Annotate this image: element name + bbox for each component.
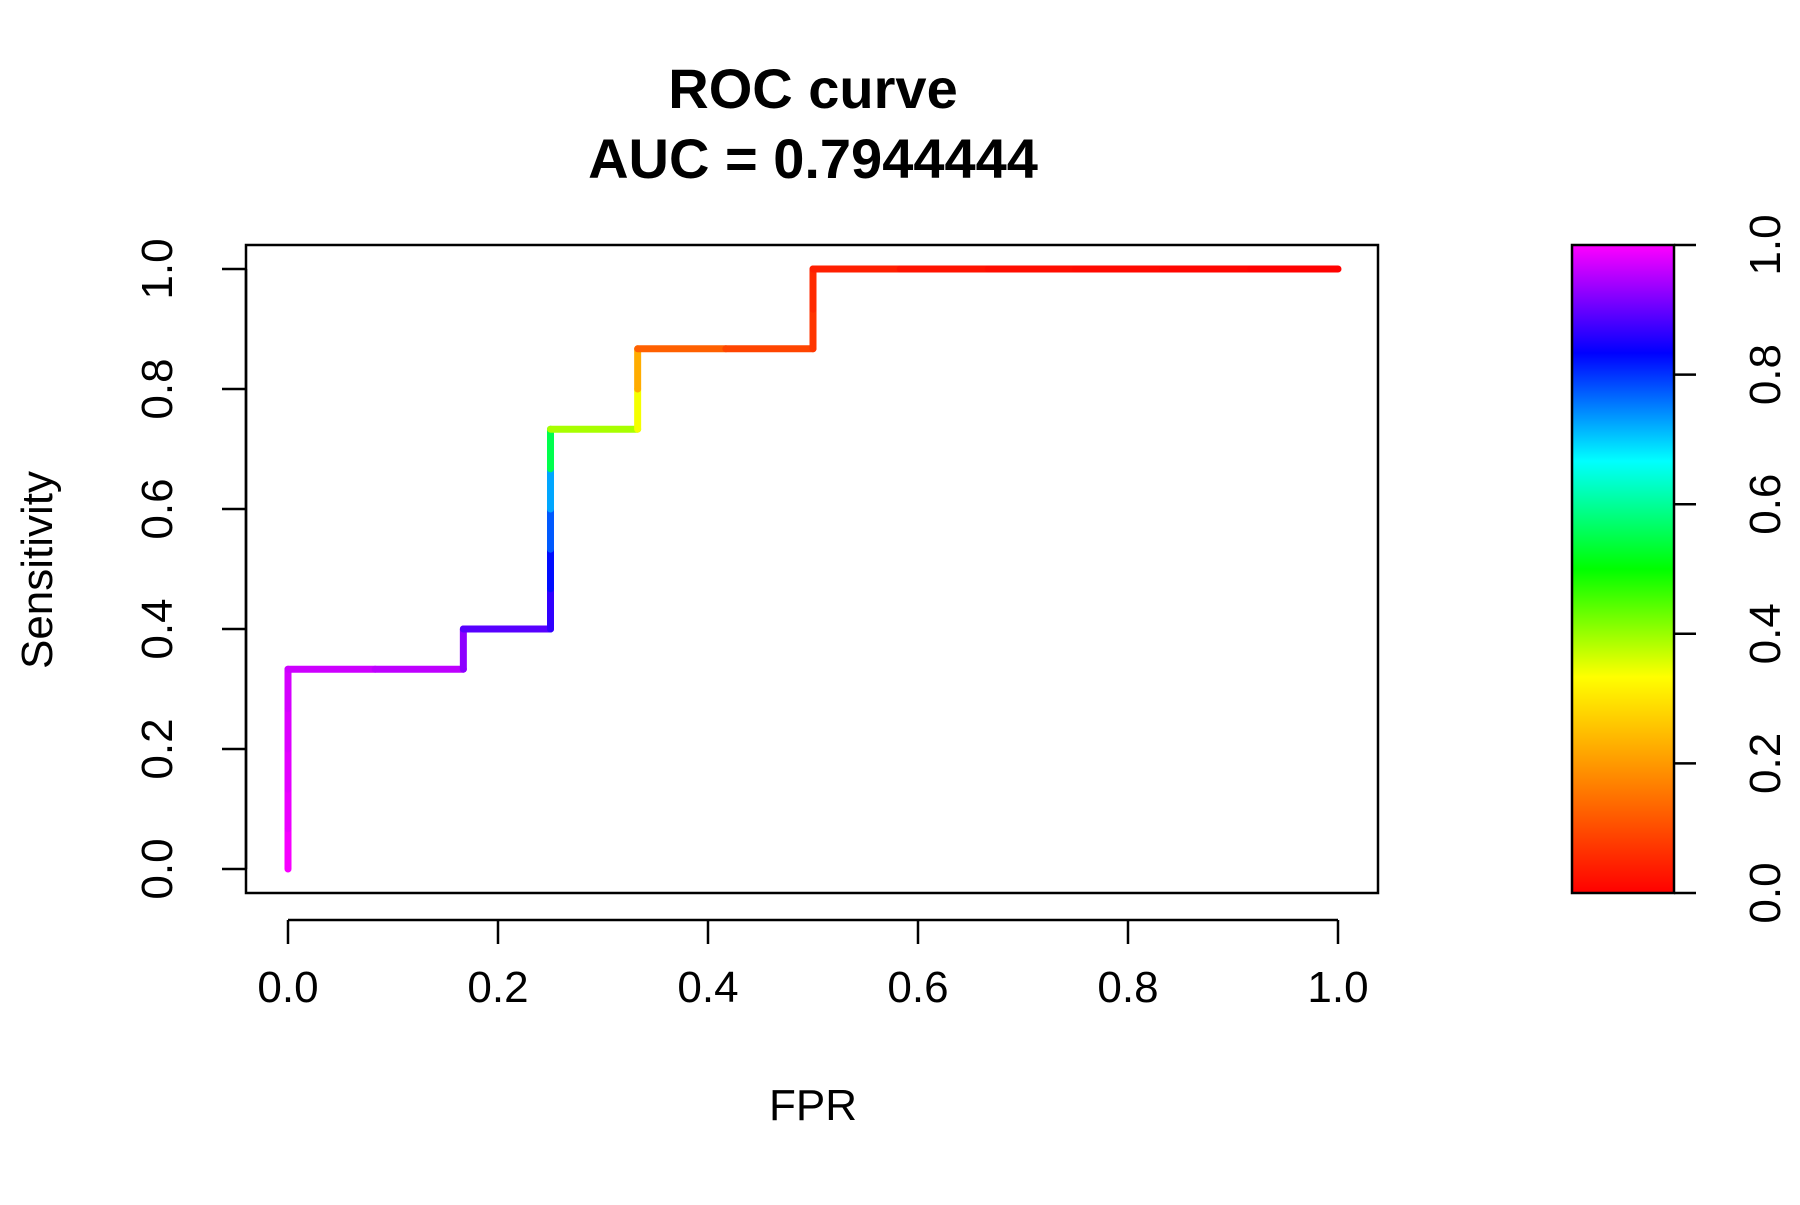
y-axis: 0.0 0.2 0.4 0.6 0.8 1.0 (133, 238, 248, 900)
chart-title: ROC curve (668, 57, 957, 120)
y-tick-label: 0.8 (133, 358, 182, 419)
x-tick-label: 1.0 (1307, 963, 1368, 1012)
x-axis-label: FPR (769, 1081, 857, 1130)
colorbar-tick-label: 0.0 (1741, 862, 1790, 923)
colorbar-tick-label: 1.0 (1741, 214, 1790, 275)
y-tick-label: 1.0 (133, 238, 182, 299)
x-tick-label: 0.2 (467, 963, 528, 1012)
x-tick-label: 0.6 (887, 963, 948, 1012)
x-tick-label: 0.8 (1097, 963, 1158, 1012)
colorbar-tick-label: 0.2 (1741, 733, 1790, 794)
y-tick-label: 0.0 (133, 838, 182, 899)
colorbar-axis: 0.0 0.2 0.4 0.6 0.8 1.0 (1674, 214, 1790, 924)
colorbar (1570, 243, 1676, 895)
colorbar-tick-label: 0.4 (1741, 603, 1790, 664)
colorbar-tick-label: 0.8 (1741, 344, 1790, 405)
roc-curve (284, 265, 1342, 873)
colorbar-tick-label: 0.6 (1741, 474, 1790, 535)
y-tick-label: 0.2 (133, 718, 182, 779)
y-axis-label: Sensitivity (13, 471, 62, 669)
y-tick-label: 0.4 (133, 598, 182, 659)
y-tick-label: 0.6 (133, 478, 182, 539)
chart-subtitle: AUC = 0.7944444 (588, 127, 1038, 190)
x-tick-label: 0.0 (257, 963, 318, 1012)
x-tick-label: 0.4 (677, 963, 738, 1012)
x-axis: 0.0 0.2 0.4 0.6 0.8 1.0 (257, 918, 1369, 1012)
